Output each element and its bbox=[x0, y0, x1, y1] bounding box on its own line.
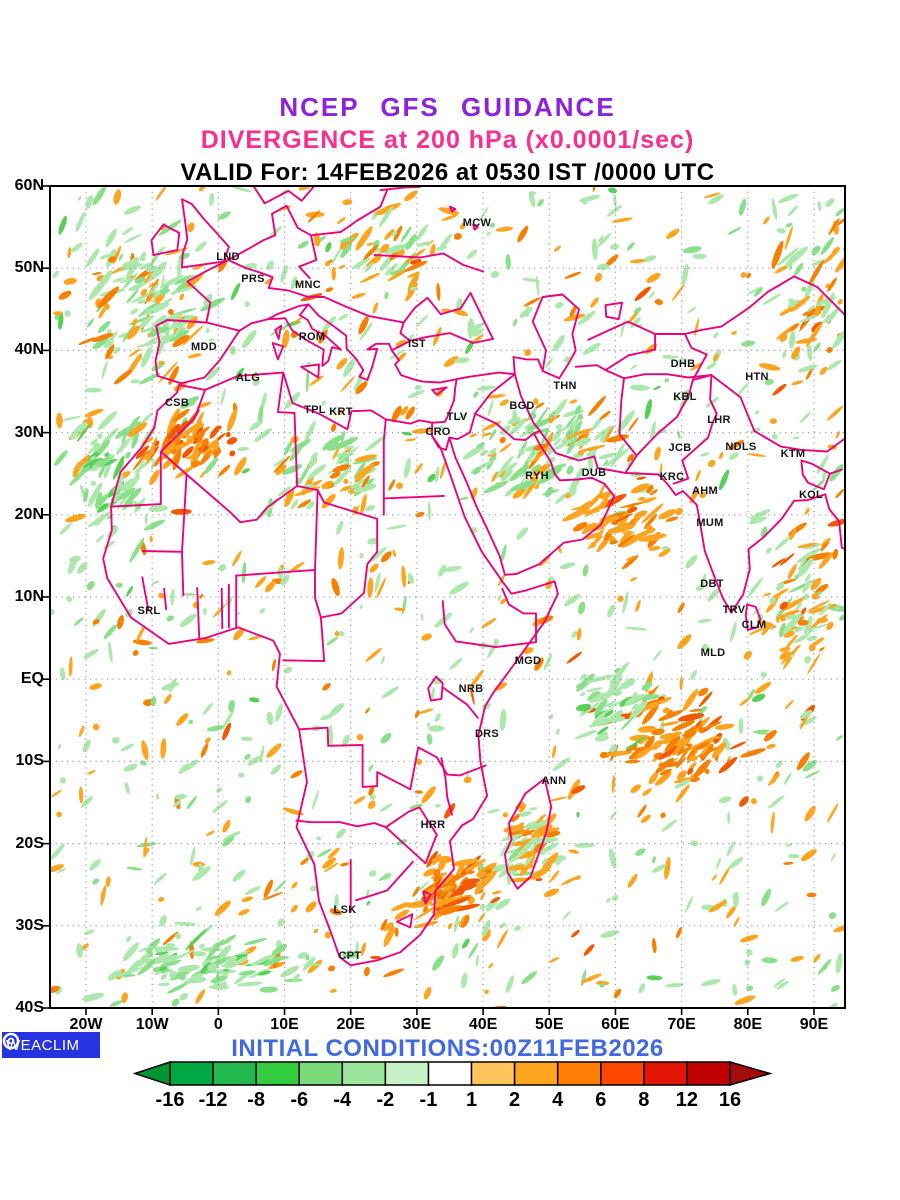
colorbar-level-label: -16 bbox=[155, 1089, 185, 1111]
axis-ticks bbox=[42, 185, 815, 1015]
colorbar-level-label: 4 bbox=[552, 1089, 564, 1111]
lat-tick-label: 40N bbox=[14, 341, 44, 359]
colorbar-level-label: 12 bbox=[675, 1089, 699, 1111]
weaclim-logo-text: WEACLIM bbox=[6, 1036, 80, 1054]
colorbar-level-label: -2 bbox=[376, 1089, 395, 1111]
colorbar-level-label: 1 bbox=[465, 1089, 478, 1111]
city-label-krt: KRT bbox=[329, 406, 353, 418]
lat-tick-label: 20N bbox=[14, 505, 44, 523]
city-label-bgd: BGD bbox=[509, 400, 535, 412]
colorbar-level-label: 2 bbox=[509, 1089, 521, 1111]
valid-time-line: VALID For: 14FEB2026 at 0530 IST /0000 U… bbox=[180, 159, 715, 186]
city-label-nrb: NRB bbox=[458, 683, 484, 695]
city-label-thn: THN bbox=[553, 380, 577, 392]
colorbar-level-label: -4 bbox=[333, 1089, 352, 1111]
weaclim-circle-icon bbox=[2, 1032, 20, 1050]
colorbar-level-label: -1 bbox=[419, 1089, 438, 1111]
lon-tick-label: 60E bbox=[601, 1016, 630, 1033]
city-label-dhb: DHB bbox=[670, 358, 696, 370]
city-label-alg: ALG bbox=[235, 372, 261, 384]
colorbar bbox=[132, 1060, 773, 1087]
colorbar-level-label: 16 bbox=[718, 1089, 742, 1111]
city-label-mcw: MCW bbox=[462, 217, 492, 229]
lat-tick-label: EQ bbox=[20, 670, 44, 688]
colorbar-level-label: 8 bbox=[638, 1089, 650, 1111]
city-label-hrr: HRR bbox=[420, 819, 446, 831]
lon-tick-label: 20E bbox=[336, 1016, 365, 1033]
lon-tick-label: 70E bbox=[667, 1016, 696, 1033]
divergence-field bbox=[50, 186, 845, 1008]
lon-tick-label: 10W bbox=[135, 1016, 169, 1033]
colorbar-level-label: -6 bbox=[290, 1089, 309, 1111]
colorbar-level-label: 6 bbox=[595, 1089, 607, 1111]
lon-tick-label: 90E bbox=[799, 1016, 829, 1033]
city-label-rom: ROM bbox=[298, 331, 326, 343]
city-label-srl: SRL bbox=[137, 605, 161, 617]
city-label-mgd: MGD bbox=[514, 655, 542, 667]
lat-tick-label: 50N bbox=[14, 259, 44, 277]
lon-tick-label: 20W bbox=[69, 1016, 103, 1033]
city-label-mdd: MDD bbox=[191, 341, 217, 353]
city-label-ist: IST bbox=[407, 338, 427, 350]
city-label-clm: CLM bbox=[741, 619, 767, 631]
city-label-kol: KOL bbox=[798, 489, 824, 501]
city-label-ndls: NDLS bbox=[725, 441, 757, 453]
lat-tick-label: 60N bbox=[14, 177, 44, 194]
weaclim-logo: WEACLIM bbox=[2, 1032, 100, 1058]
initial-conditions-text: INITIAL CONDITIONS:00Z11FEB2026 bbox=[231, 1035, 664, 1062]
lat-tick-label: 20S bbox=[15, 834, 44, 852]
lon-tick-label: 10E bbox=[270, 1016, 299, 1033]
city-label-drs: DRS bbox=[474, 728, 500, 740]
city-label-cro: CRO bbox=[425, 426, 451, 438]
city-label-lsk: LSK bbox=[333, 904, 357, 916]
lon-tick-label: 40E bbox=[468, 1016, 498, 1033]
page-title: NCEP GFS GUIDANCE bbox=[279, 92, 616, 122]
city-label-krc: KRC bbox=[659, 471, 685, 483]
city-label-ahm: AHM bbox=[692, 485, 718, 497]
city-label-lhr: LHR bbox=[707, 414, 731, 426]
city-label-ktm: KTM bbox=[780, 448, 806, 460]
city-label-htn: HTN bbox=[745, 371, 769, 383]
lon-tick-label: 0 bbox=[213, 1016, 223, 1033]
city-label-jcb: JCB bbox=[668, 442, 692, 454]
lon-tick-label: 30E bbox=[402, 1016, 432, 1033]
city-label-mum: MUM bbox=[696, 517, 724, 529]
lat-tick-label: 10N bbox=[14, 588, 44, 605]
city-label-tpl: TPL bbox=[304, 404, 326, 416]
lat-tick-label: 10S bbox=[15, 752, 44, 770]
city-label-cpt: CPT bbox=[338, 950, 362, 962]
city-label-trv: TRV bbox=[722, 604, 746, 616]
city-label-mld: MLD bbox=[700, 647, 726, 659]
chart-subtitle: DIVERGENCE at 200 hPa (x0.0001/sec) bbox=[200, 126, 695, 154]
city-label-lnd: LND bbox=[216, 251, 240, 263]
lat-tick-label: 30N bbox=[14, 423, 44, 441]
city-label-ann: ANN bbox=[541, 775, 567, 787]
city-label-dub: DUB bbox=[581, 467, 607, 479]
colorbar-level-label: -12 bbox=[198, 1089, 228, 1111]
city-label-ryh: RYH bbox=[525, 470, 549, 482]
city-label-prs: PRS bbox=[241, 273, 265, 285]
lat-tick-label: 40S bbox=[15, 999, 44, 1016]
colorbar-level-label: -8 bbox=[247, 1089, 266, 1111]
country-borders bbox=[102, 186, 845, 967]
city-label-dbt: DBT bbox=[700, 578, 724, 590]
city-label-tlv: TLV bbox=[446, 411, 468, 423]
city-label-mnc: MNC bbox=[295, 279, 321, 291]
city-label-kbl: KBL bbox=[673, 391, 697, 403]
city-label-csb: CSB bbox=[164, 397, 190, 409]
lon-tick-label: 80E bbox=[733, 1016, 763, 1033]
lon-tick-label: 50E bbox=[535, 1016, 564, 1033]
lat-tick-label: 30S bbox=[15, 916, 44, 934]
